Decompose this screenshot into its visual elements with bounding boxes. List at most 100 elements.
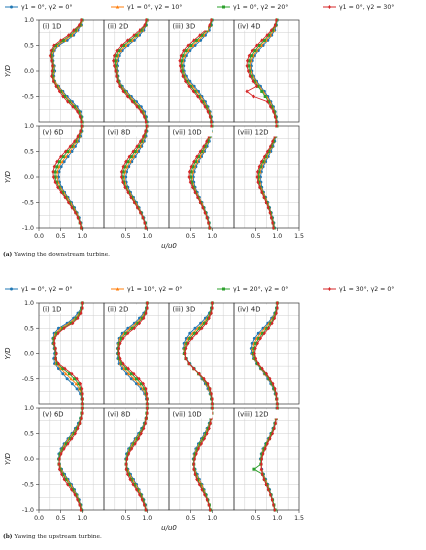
data-point bbox=[50, 69, 54, 73]
legend-label: γ1 = 0°, γ2 = 10° bbox=[127, 3, 182, 11]
data-point bbox=[117, 49, 121, 53]
data-point bbox=[142, 114, 146, 119]
data-point bbox=[64, 477, 68, 481]
data-point bbox=[207, 426, 211, 431]
data-point bbox=[129, 377, 133, 381]
data-point bbox=[70, 436, 74, 441]
data-point bbox=[145, 402, 149, 406]
data-point bbox=[203, 436, 207, 441]
data-point bbox=[136, 382, 141, 386]
x-tick-label: 0.5 bbox=[121, 233, 131, 240]
data-point bbox=[113, 59, 117, 63]
data-point bbox=[144, 421, 148, 426]
data-point bbox=[121, 180, 125, 185]
data-point bbox=[130, 446, 134, 451]
data-point bbox=[52, 164, 56, 169]
data-point bbox=[270, 497, 274, 502]
data-point bbox=[196, 94, 200, 99]
panel-title-bg bbox=[40, 127, 70, 137]
panel: (v) 6D bbox=[38, 406, 105, 512]
data-point bbox=[192, 366, 196, 371]
data-point bbox=[70, 382, 74, 386]
data-point bbox=[118, 356, 122, 361]
data-point bbox=[247, 53, 251, 58]
data-point bbox=[189, 44, 193, 47]
y-axis-label: Y/D bbox=[4, 347, 12, 360]
y-tick-label: -0.5 bbox=[22, 200, 34, 207]
data-point bbox=[246, 69, 250, 73]
data-point bbox=[248, 74, 252, 79]
panel: (v) 6D bbox=[38, 124, 105, 230]
legend-item: γ1 = 30°, γ2 = 0° bbox=[323, 285, 394, 293]
panel-title: (iii) 3D bbox=[173, 305, 196, 313]
data-point bbox=[256, 361, 260, 366]
data-point bbox=[271, 431, 275, 436]
data-point bbox=[122, 44, 125, 47]
panel-frame bbox=[233, 302, 300, 405]
data-point bbox=[60, 159, 64, 164]
data-point bbox=[192, 462, 196, 467]
data-point bbox=[57, 89, 61, 94]
data-point bbox=[198, 149, 202, 154]
data-point bbox=[53, 356, 57, 361]
data-point bbox=[141, 215, 145, 220]
data-point bbox=[53, 175, 57, 179]
legend-marker bbox=[222, 5, 225, 9]
data-point bbox=[66, 482, 70, 487]
legend-item: γ1 = 0°, γ2 = 10° bbox=[111, 3, 182, 11]
data-point bbox=[198, 200, 202, 205]
data-point bbox=[258, 185, 262, 190]
data-point bbox=[205, 139, 209, 144]
data-point bbox=[180, 59, 184, 63]
data-point bbox=[201, 205, 205, 210]
data-point bbox=[57, 160, 61, 164]
legend-label: γ1 = 20°, γ2 = 0° bbox=[233, 285, 288, 293]
data-point bbox=[197, 482, 201, 487]
data-point bbox=[200, 326, 204, 331]
y-tick-label: 0.5 bbox=[24, 149, 34, 156]
data-point bbox=[73, 377, 77, 381]
data-point bbox=[179, 69, 183, 73]
data-point bbox=[207, 502, 211, 507]
data-point bbox=[135, 377, 138, 381]
data-point bbox=[197, 371, 201, 376]
data-point bbox=[273, 23, 277, 28]
panel-title-bg bbox=[170, 409, 213, 419]
data-point bbox=[67, 483, 71, 486]
data-point bbox=[80, 301, 84, 305]
data-point bbox=[66, 441, 70, 446]
panel: (iv) 4D bbox=[233, 301, 300, 406]
data-point bbox=[186, 341, 190, 346]
data-point bbox=[252, 94, 255, 99]
y-tick-label: -0.5 bbox=[22, 376, 34, 383]
data-point bbox=[54, 351, 58, 356]
data-point bbox=[132, 326, 136, 331]
data-point bbox=[255, 43, 259, 48]
data-point bbox=[251, 79, 255, 84]
data-point bbox=[261, 451, 265, 456]
data-point bbox=[64, 442, 68, 446]
data-point bbox=[139, 28, 143, 32]
data-point bbox=[206, 220, 210, 225]
panel-title-bg bbox=[235, 127, 282, 137]
data-point bbox=[267, 33, 271, 37]
data-point bbox=[80, 386, 84, 391]
data-point bbox=[208, 386, 212, 391]
panel: (vii) 10D bbox=[168, 124, 235, 230]
data-point bbox=[203, 321, 207, 325]
panel-title-bg bbox=[40, 409, 70, 419]
data-point bbox=[112, 63, 116, 68]
data-point bbox=[76, 109, 80, 114]
data-point bbox=[203, 210, 207, 215]
data-point bbox=[73, 492, 77, 497]
panel-title-bg bbox=[170, 21, 209, 31]
y-tick-label: -0.5 bbox=[22, 482, 34, 489]
data-point bbox=[70, 371, 74, 376]
data-point bbox=[123, 185, 127, 190]
data-point bbox=[261, 160, 265, 164]
data-point bbox=[144, 311, 148, 316]
panel-title: (i) 1D bbox=[43, 22, 62, 30]
data-point bbox=[51, 169, 55, 174]
data-point bbox=[68, 437, 72, 441]
data-point bbox=[203, 492, 207, 497]
